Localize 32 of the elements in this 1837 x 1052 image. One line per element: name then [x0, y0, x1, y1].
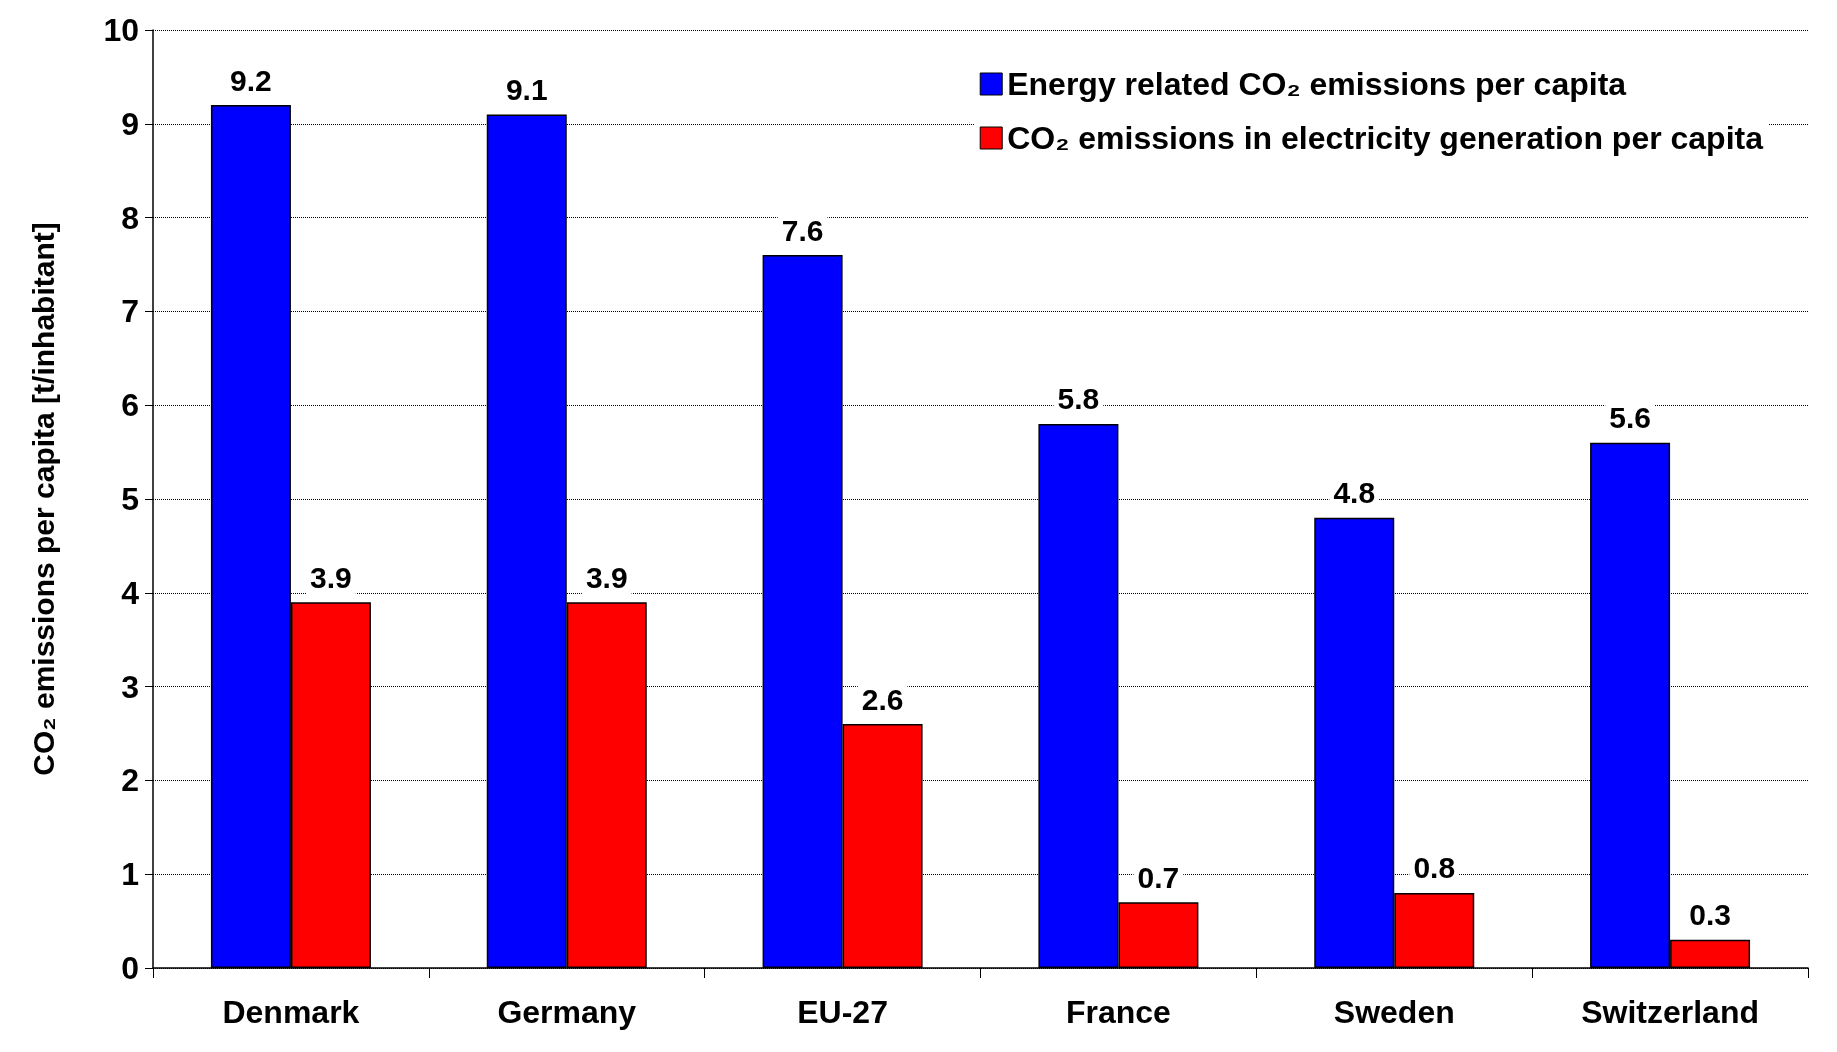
- data-label: 0.3: [1689, 898, 1731, 932]
- x-tick-label: EU-27: [797, 994, 888, 1030]
- y-tick-label: 9: [121, 105, 139, 142]
- data-label: 3.9: [585, 560, 628, 594]
- data-label: 9.2: [230, 63, 272, 97]
- y-tick-label: 10: [103, 12, 139, 48]
- y-tick-label: 2: [121, 762, 139, 799]
- data-label: 0.7: [1137, 860, 1180, 894]
- data-label: 4.8: [1333, 476, 1376, 510]
- data-label: 2.6: [861, 682, 904, 716]
- y-tick-label: 4: [121, 574, 140, 611]
- y-tick-label: 6: [121, 387, 139, 424]
- data-label: 5.8: [1057, 382, 1100, 416]
- data-label: 9.1: [505, 72, 548, 106]
- x-tick-label: Denmark: [222, 994, 360, 1030]
- data-label: 0.8: [1413, 851, 1456, 885]
- data-label: 3.9: [310, 560, 352, 594]
- data-label: 5.6: [1609, 401, 1651, 435]
- y-tick-label: 1: [121, 856, 139, 893]
- y-tick-label: 8: [121, 199, 139, 236]
- x-tick-label: Switzerland: [1581, 994, 1759, 1030]
- y-axis-title: CO₂ emissions per capita [t/inhabitant]: [26, 222, 60, 776]
- legend-label: Energy related CO₂ emissions per capita: [1007, 66, 1627, 102]
- x-tick-label: France: [1065, 994, 1171, 1030]
- legend-label: CO₂ emissions in electricity generation per capita: [1007, 120, 1764, 156]
- y-tick-label: 5: [121, 481, 139, 517]
- y-tick-label: 0: [121, 950, 139, 986]
- y-tick-label: 7: [121, 293, 139, 330]
- x-tick-label: Sweden: [1333, 994, 1455, 1030]
- x-tick-label: Germany: [497, 994, 637, 1030]
- data-label: 7.6: [781, 213, 824, 247]
- y-tick-label: 3: [121, 668, 139, 705]
